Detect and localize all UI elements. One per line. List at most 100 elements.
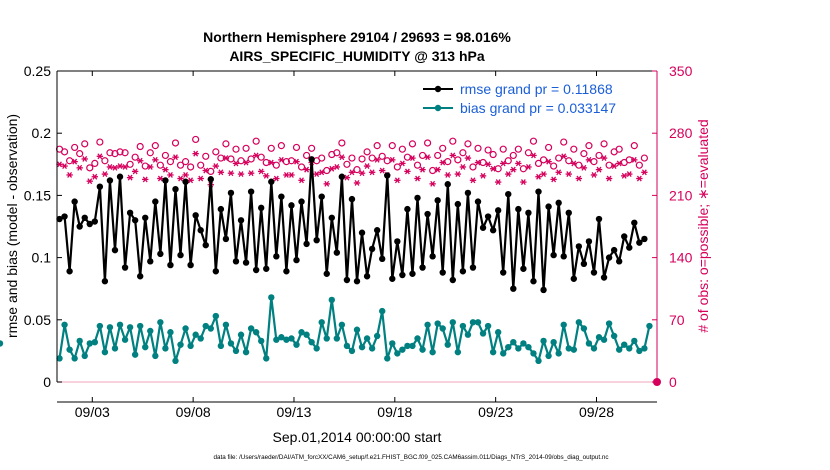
bias-point (373, 332, 381, 340)
obs-evaluated-point (373, 156, 381, 163)
obs-evaluated-point (560, 153, 567, 160)
bias-point (111, 345, 119, 352)
bias-point (600, 336, 608, 343)
obs-evaluated-stroke (505, 171, 511, 178)
obs-evaluated-stroke (213, 163, 219, 170)
bias-point (222, 321, 230, 328)
rmse-point (136, 273, 144, 280)
obs-evaluated-point (520, 179, 527, 186)
rmse-point (131, 217, 139, 224)
x-tick-label: 09/08 (176, 404, 211, 420)
obs-evaluated-point (474, 159, 482, 166)
y-axis-left-label: rmse and bias (model - observation) (4, 114, 20, 338)
obs-evaluated-stroke (233, 160, 239, 167)
bias-line (58, 296, 651, 362)
obs-possible-point (423, 139, 432, 147)
bias-point (177, 341, 184, 348)
obs-evaluated-stroke (566, 171, 572, 178)
rmse-point (157, 250, 164, 258)
rmse-point (348, 195, 356, 203)
obs-evaluated-point (202, 167, 209, 174)
obs-evaluated-point (167, 172, 174, 178)
obs-evaluated-stroke (379, 167, 385, 174)
bias-point (76, 337, 83, 345)
obs-possible-point (86, 164, 94, 172)
bias-point (384, 355, 391, 362)
rmse-point (615, 258, 623, 265)
obs-evaluated-stroke (97, 153, 103, 160)
obs-evaluated-point (494, 179, 502, 186)
chart-title-line2: AIRS_SPECIFIC_HUMIDITY @ 313 hPa (229, 48, 485, 64)
bias-point (469, 319, 477, 326)
bias-point (187, 342, 194, 350)
obs-possible-point (439, 144, 447, 152)
bias-point (283, 336, 290, 343)
rmse-point (610, 246, 618, 254)
rmse-point (510, 285, 517, 292)
obs-evaluated-stroke (178, 175, 183, 182)
obs-possible-point (469, 163, 477, 171)
rmse-point (550, 251, 557, 259)
rmse-point (631, 219, 638, 226)
bias-point (560, 321, 567, 328)
bias-point (444, 341, 451, 348)
y-right-tick-label: 280 (669, 125, 693, 141)
obs-evaluated-stroke (152, 156, 158, 163)
obs-evaluated-stroke (299, 177, 304, 184)
obs-possible-point (348, 154, 356, 162)
obs-possible-point (398, 145, 406, 153)
obs-evaluated-stroke (440, 159, 446, 166)
obs-evaluated-point (126, 174, 134, 181)
bias-point (172, 357, 179, 365)
obs-evaluated-stroke (460, 164, 466, 170)
rmse-point (111, 246, 119, 254)
obs-possible-point (393, 163, 401, 171)
x-tick-label: 09/13 (276, 404, 311, 420)
obs-evaluated-point (268, 159, 275, 166)
rmse-point (76, 223, 83, 230)
obs-evaluated-stroke (112, 164, 118, 171)
rmse-point (545, 203, 552, 210)
obs-evaluated-point (328, 165, 335, 172)
obs-evaluated-point (252, 152, 260, 159)
rmse-point (207, 176, 214, 183)
obs-evaluated-stroke (122, 164, 128, 170)
bias-point (641, 345, 648, 352)
bias-point (207, 325, 214, 332)
obs-evaluated-point (182, 172, 189, 178)
obs-evaluated-point (545, 158, 552, 165)
obs-evaluated-stroke (238, 171, 244, 178)
rmse-point (71, 198, 78, 205)
rmse-point (202, 241, 209, 249)
obs-possible-point (373, 142, 381, 150)
obs-evaluated-stroke (132, 168, 138, 175)
bias-point (626, 345, 633, 352)
obs-evaluated-stroke (314, 171, 320, 178)
obs-evaluated-stroke (289, 172, 294, 178)
obs-evaluated-point (631, 156, 638, 163)
rmse-point (474, 198, 482, 205)
rmse-point (333, 249, 341, 256)
obs-evaluated-stroke (168, 172, 173, 178)
bias-point (278, 334, 285, 341)
bias-point (434, 320, 441, 327)
obs-evaluated-stroke (223, 155, 229, 162)
obs-possible-point (101, 157, 109, 165)
obs-evaluated-stroke (344, 174, 350, 181)
rmse-point (61, 213, 68, 220)
rmse-point (590, 269, 598, 276)
obs-evaluated-stroke (334, 164, 340, 170)
obs-possible-point (408, 140, 417, 148)
bias-point (368, 345, 376, 352)
obs-evaluated-point (555, 169, 562, 176)
obs-evaluated-point (76, 164, 83, 171)
rmse-point (459, 268, 467, 275)
bias-point (101, 348, 109, 356)
bias-point (449, 319, 456, 326)
obs-possible-point (353, 166, 361, 174)
obs-possible-point (338, 139, 346, 147)
obs-evaluated-point (535, 173, 542, 180)
obs-evaluated-stroke (157, 175, 163, 182)
obs-evaluated-stroke (636, 175, 642, 182)
obs-evaluated-point (323, 180, 330, 187)
